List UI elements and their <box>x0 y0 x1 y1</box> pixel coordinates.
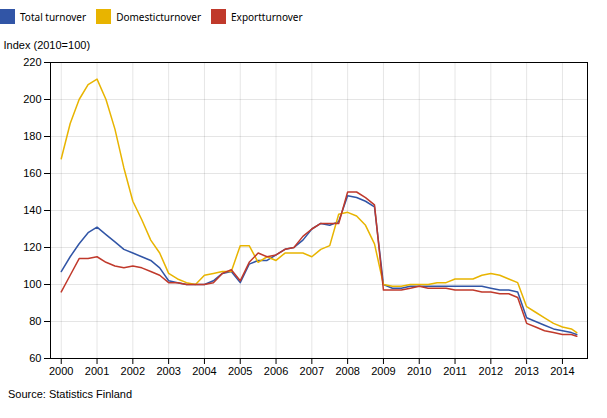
svg-text:2007: 2007 <box>300 365 324 377</box>
svg-text:2012: 2012 <box>479 365 503 377</box>
html-text:Source: Statistics Finland: Source: Statistics Finland <box>8 388 133 400</box>
svg-text:100: 100 <box>23 278 41 290</box>
svg-text:2006: 2006 <box>264 365 288 377</box>
html-text:Total turnover: Total turnover <box>20 9 87 24</box>
svg-text:2002: 2002 <box>121 365 145 377</box>
svg-text:2004: 2004 <box>192 365 216 377</box>
svg-text:2008: 2008 <box>335 365 359 377</box>
svg-text:200: 200 <box>23 93 41 105</box>
svg-text:2013: 2013 <box>514 365 538 377</box>
svg-text:80: 80 <box>29 315 41 327</box>
html-text:Domesticturnover: Domesticturnover <box>116 9 201 24</box>
svg-text:220: 220 <box>23 56 41 68</box>
svg-text:2001: 2001 <box>85 365 109 377</box>
svg-text:2010: 2010 <box>407 365 431 377</box>
svg-text:60: 60 <box>29 352 41 364</box>
svg-text:2003: 2003 <box>156 365 180 377</box>
svg-text:2009: 2009 <box>371 365 395 377</box>
svg-text:Index (2010=100): Index (2010=100) <box>4 39 91 51</box>
svg-text:160: 160 <box>23 167 41 179</box>
svg-text:140: 140 <box>23 204 41 216</box>
svg-text:120: 120 <box>23 241 41 253</box>
svg-text:180: 180 <box>23 130 41 142</box>
svg-text:2000: 2000 <box>49 365 73 377</box>
html-text:Exportturnover: Exportturnover <box>231 9 303 24</box>
svg-text:2005: 2005 <box>228 365 252 377</box>
svg-text:2011: 2011 <box>443 365 467 377</box>
svg-text:2014: 2014 <box>550 365 574 377</box>
